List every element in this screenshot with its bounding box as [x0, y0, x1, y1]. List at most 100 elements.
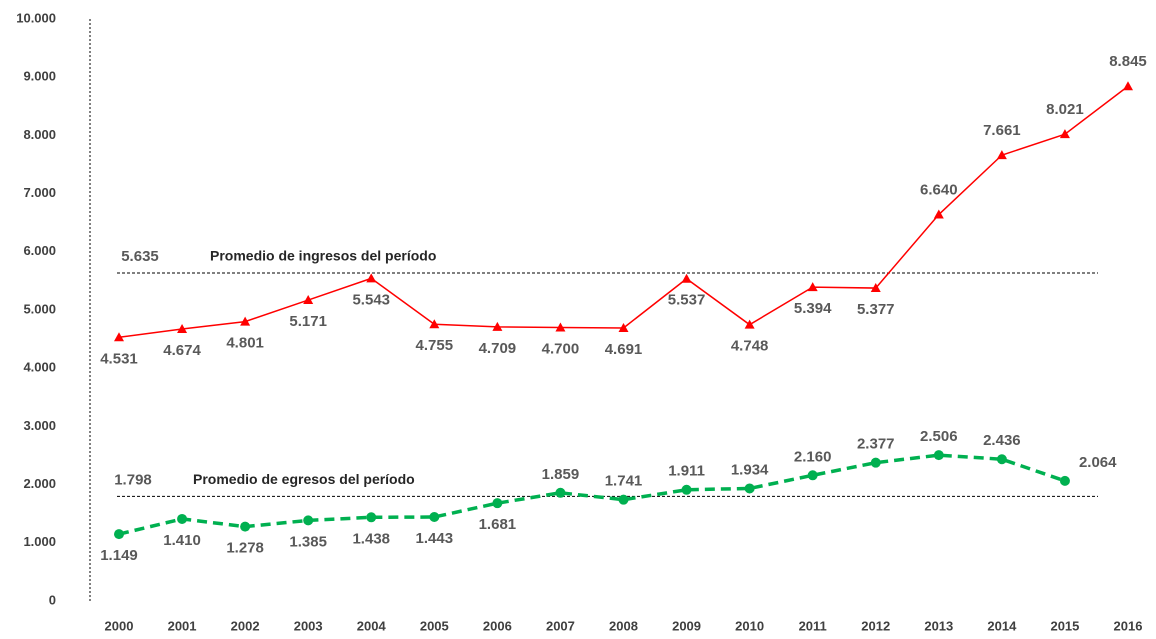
data-label: 4.700 — [542, 340, 580, 357]
marker — [429, 319, 440, 329]
y-tick-label: 6.000 — [23, 243, 56, 258]
marker — [618, 322, 629, 332]
marker — [366, 512, 377, 523]
marker — [1059, 475, 1070, 486]
x-tick-label: 2000 — [105, 618, 134, 633]
data-label: 1.741 — [605, 473, 643, 490]
data-label: 1.911 — [668, 463, 705, 480]
reference-text: Promedio de egresos del período — [193, 471, 415, 487]
data-label: 4.531 — [100, 350, 138, 367]
marker — [996, 454, 1007, 465]
marker — [618, 494, 629, 505]
marker — [303, 295, 314, 305]
data-label: 5.171 — [289, 313, 327, 330]
x-tick-label: 2011 — [799, 618, 827, 633]
reference-label: 1.798 — [114, 471, 152, 488]
x-tick-label: 2010 — [735, 618, 764, 633]
x-tick-label: 2012 — [861, 618, 890, 633]
marker — [555, 487, 566, 498]
data-label: 1.859 — [542, 466, 580, 483]
data-label: 5.537 — [668, 292, 706, 309]
x-tick-label: 2006 — [483, 618, 512, 633]
marker — [1059, 129, 1070, 139]
marker — [303, 515, 314, 526]
y-tick-label: 7.000 — [23, 185, 56, 200]
data-label: 1.681 — [479, 516, 517, 533]
x-tick-label: 2005 — [420, 618, 449, 633]
x-tick-label: 2013 — [924, 618, 953, 633]
data-label: 4.755 — [416, 337, 454, 354]
marker — [555, 322, 566, 332]
data-label: 2.506 — [920, 428, 958, 445]
data-label: 5.377 — [857, 301, 895, 318]
y-tick-label: 9.000 — [23, 69, 56, 84]
data-label: 1.934 — [731, 461, 769, 478]
reference-label: 5.635 — [121, 248, 159, 265]
data-label: 5.543 — [352, 291, 390, 308]
y-tick-label: 0 — [49, 592, 56, 607]
y-tick-label: 4.000 — [23, 360, 56, 375]
data-label: 4.691 — [605, 341, 643, 358]
marker — [933, 450, 944, 461]
data-label: 1.149 — [100, 547, 138, 564]
data-label: 4.674 — [163, 342, 201, 359]
x-tick-label: 2015 — [1050, 618, 1079, 633]
x-tick-label: 2007 — [546, 618, 575, 633]
marker — [492, 498, 503, 509]
data-label: 7.661 — [983, 122, 1021, 139]
marker — [870, 457, 881, 468]
marker — [681, 484, 692, 495]
data-label: 4.801 — [226, 335, 264, 352]
marker — [996, 150, 1007, 160]
marker — [681, 273, 692, 283]
x-tick-label: 2008 — [609, 618, 638, 633]
marker — [744, 483, 755, 494]
x-tick-label: 2002 — [231, 618, 260, 633]
data-label: 1.443 — [416, 530, 454, 547]
marker — [114, 332, 124, 342]
marker — [933, 209, 944, 219]
marker — [240, 521, 251, 532]
marker — [870, 283, 881, 293]
y-tick-label: 2.000 — [23, 476, 56, 491]
data-label: 4.748 — [731, 338, 769, 355]
data-label: 8.845 — [1109, 53, 1147, 70]
data-label: 4.709 — [479, 340, 517, 357]
marker — [429, 512, 440, 523]
data-label: 2.377 — [857, 436, 895, 453]
marker — [807, 470, 818, 481]
marker — [177, 513, 188, 524]
reference-text: Promedio de ingresos del período — [210, 248, 436, 264]
marker — [366, 273, 377, 283]
marker — [744, 319, 755, 329]
data-label: 1.410 — [163, 532, 201, 549]
data-label: 2.064 — [1079, 454, 1117, 471]
data-label: 8.021 — [1046, 101, 1084, 118]
series-line — [118, 85, 1129, 339]
x-tick-label: 2001 — [168, 618, 197, 633]
data-label: 2.436 — [983, 432, 1021, 449]
data-label: 1.278 — [226, 540, 264, 557]
data-label: 6.640 — [920, 182, 958, 199]
marker — [177, 323, 188, 333]
data-label: 1.385 — [289, 533, 327, 550]
x-tick-label: 2009 — [672, 618, 701, 633]
x-tick-label: 2014 — [987, 618, 1017, 633]
data-label: 2.160 — [794, 448, 832, 465]
x-tick-label: 2003 — [294, 618, 323, 633]
series-line — [118, 453, 1066, 536]
y-tick-label: 8.000 — [23, 127, 56, 142]
x-tick-label: 2016 — [1114, 618, 1143, 633]
y-tick-label: 1.000 — [23, 534, 56, 549]
data-label: 1.438 — [352, 530, 390, 547]
y-tick-label: 3.000 — [23, 418, 56, 433]
marker — [807, 282, 818, 292]
marker — [114, 529, 124, 540]
marker — [492, 321, 503, 331]
y-tick-label: 5.000 — [23, 301, 56, 316]
x-tick-label: 2004 — [357, 618, 387, 633]
y-tick-label: 10.000 — [16, 10, 56, 25]
data-label: 5.394 — [794, 300, 832, 317]
marker — [240, 316, 251, 326]
